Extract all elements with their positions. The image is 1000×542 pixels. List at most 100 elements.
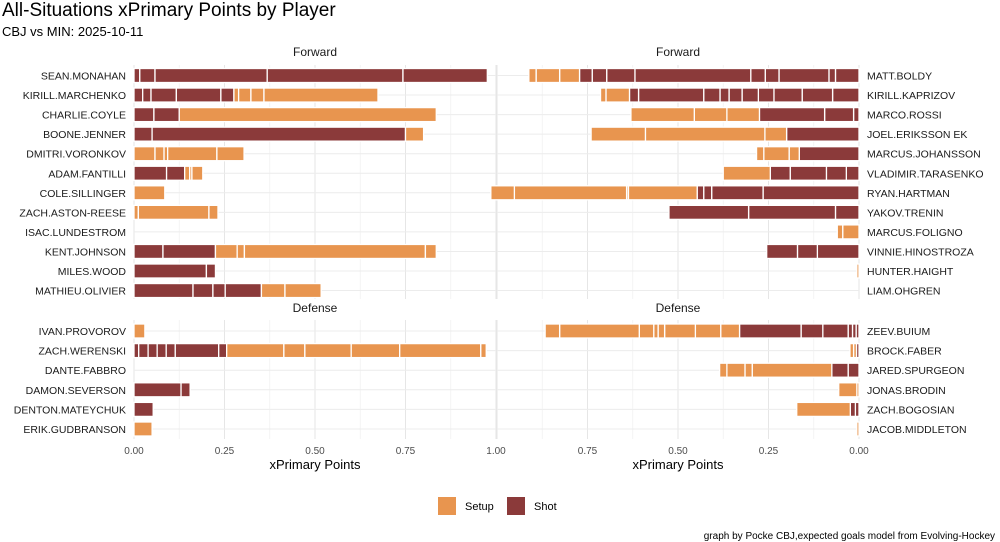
bar-segment-setup xyxy=(599,87,607,103)
player-label: MATHIEU.OLIVIER xyxy=(35,286,126,298)
bar-segment-shot xyxy=(175,87,222,103)
player-label: MARCO.ROSSI xyxy=(867,110,942,122)
bar-segment-setup xyxy=(558,67,581,84)
bar-segment-shot xyxy=(747,204,837,221)
player-label: JARED.SPURGEON xyxy=(867,365,964,377)
bar-segment-shot xyxy=(205,263,217,279)
legend-swatch-setup xyxy=(438,497,456,515)
bar-segment-shot xyxy=(180,382,191,398)
bar-segment-shot xyxy=(133,243,164,260)
bar-segment-shot xyxy=(738,323,802,339)
bar-segment-setup xyxy=(535,67,561,84)
bar-segment-shot xyxy=(150,87,178,103)
bar-segment-shot xyxy=(151,126,407,142)
x-tick-label: 0.25 xyxy=(759,446,779,457)
chart-subtitle: CBJ vs MIN: 2025-10-11 xyxy=(2,24,143,39)
bar-segment-shot xyxy=(798,146,860,162)
player-label: MATT.BOLDY xyxy=(867,71,932,83)
bar-segment-setup xyxy=(693,106,728,123)
bar-segment-shot xyxy=(133,106,155,123)
bar-segment-shot xyxy=(719,87,730,103)
x-tick-label: 0.75 xyxy=(396,446,416,457)
player-label: KIRILL.KAPRIZOV xyxy=(867,90,955,102)
bar-segment-shot xyxy=(696,185,705,201)
bar-segment-shot xyxy=(703,185,713,201)
bar-segment-setup xyxy=(137,204,210,221)
bar-segment-shot xyxy=(133,165,168,181)
bar-segment-setup xyxy=(856,263,860,279)
bar-segment-shot xyxy=(174,342,220,359)
bar-segment-shot xyxy=(823,106,855,123)
bar-segment-shot xyxy=(266,67,404,84)
bar-segment-setup xyxy=(284,282,322,299)
bar-segment-shot xyxy=(728,87,743,103)
bar-segment-shot xyxy=(165,165,186,181)
bar-segment-setup xyxy=(214,243,238,260)
bar-segment-shot xyxy=(764,67,780,84)
bar-segment-setup xyxy=(653,323,659,339)
bar-segment-setup xyxy=(216,146,245,162)
bar-segment-setup xyxy=(657,323,666,339)
bar-segment-shot xyxy=(218,342,228,359)
bar-segment-shot xyxy=(133,282,194,299)
bar-segment-shot xyxy=(133,126,153,142)
bar-segment-setup xyxy=(304,342,352,359)
bar-segment-shot xyxy=(147,342,158,359)
facet-label: Forward xyxy=(293,45,337,59)
bar-segment-shot xyxy=(778,67,830,84)
bar-segment-shot xyxy=(834,67,860,84)
bar-segment-setup xyxy=(558,323,640,339)
player-label: BOONE.JENNER xyxy=(43,129,126,141)
bar-segment-shot xyxy=(789,165,828,181)
bar-segment-shot xyxy=(668,204,750,221)
player-label: ISAC.LUNDESTROM xyxy=(25,227,126,239)
x-tick-label: 0.25 xyxy=(215,446,235,457)
legend-label-setup: Setup xyxy=(465,501,494,513)
bar-segment-shot xyxy=(831,362,849,378)
bar-segment-setup xyxy=(226,342,285,359)
player-label: ZACH.BOGOSIAN xyxy=(867,404,955,416)
bar-segment-shot xyxy=(220,87,235,103)
player-label: COLE.SILLINGER xyxy=(40,188,127,200)
bar-segment-setup xyxy=(243,243,427,260)
bar-segment-setup xyxy=(250,87,265,103)
bar-segment-setup xyxy=(263,87,379,103)
bar-segment-shot xyxy=(578,67,593,84)
bar-segment-setup xyxy=(399,342,482,359)
bar-segment-shot xyxy=(801,87,834,103)
bars xyxy=(133,67,860,437)
x-tick-label: 0.00 xyxy=(124,446,144,457)
legend-label-shot: Shot xyxy=(534,501,557,513)
bar-segment-shot xyxy=(165,342,176,359)
bar-segment-shot xyxy=(762,185,860,201)
bar-segment-shot xyxy=(637,87,705,103)
bar-segment-setup xyxy=(544,323,561,339)
bar-segment-shot xyxy=(142,87,152,103)
bar-segment-setup xyxy=(178,106,437,123)
x-axis-label-left: xPrimary Points xyxy=(269,457,361,472)
bar-segment-shot xyxy=(133,342,140,359)
bar-segment-shot xyxy=(741,87,760,103)
bar-segment-shot xyxy=(133,67,141,84)
bar-segment-shot xyxy=(212,282,226,299)
bar-segment-shot xyxy=(133,382,182,398)
bar-segment-shot xyxy=(750,67,766,84)
bar-segment-shot xyxy=(628,87,640,103)
x-tick-label: 0.50 xyxy=(305,446,325,457)
player-label: HUNTER.HAIGHT xyxy=(867,266,954,278)
labels: Forward SEAN.MONAHAN KIRILL.MARCHENKO CHARL… xyxy=(14,45,984,457)
bar-segment-setup xyxy=(763,146,790,162)
x-tick-label: 0.75 xyxy=(578,446,598,457)
player-label: RYAN.HARTMAN xyxy=(867,188,950,200)
bar-segment-shot xyxy=(154,67,268,84)
bar-segment-shot xyxy=(849,401,857,418)
bar-segment-setup xyxy=(236,243,246,260)
bar-segment-setup xyxy=(838,382,858,398)
bar-segment-setup xyxy=(424,243,437,260)
bar-segment-setup xyxy=(184,165,191,181)
x-tick-label: 1.00 xyxy=(486,446,506,457)
bar-segment-setup xyxy=(718,362,728,378)
player-label: ZACH.ASTON-REESE xyxy=(19,207,126,219)
player-label: DMITRI.VORONKOV xyxy=(26,149,126,161)
bar-segment-setup xyxy=(260,282,286,299)
